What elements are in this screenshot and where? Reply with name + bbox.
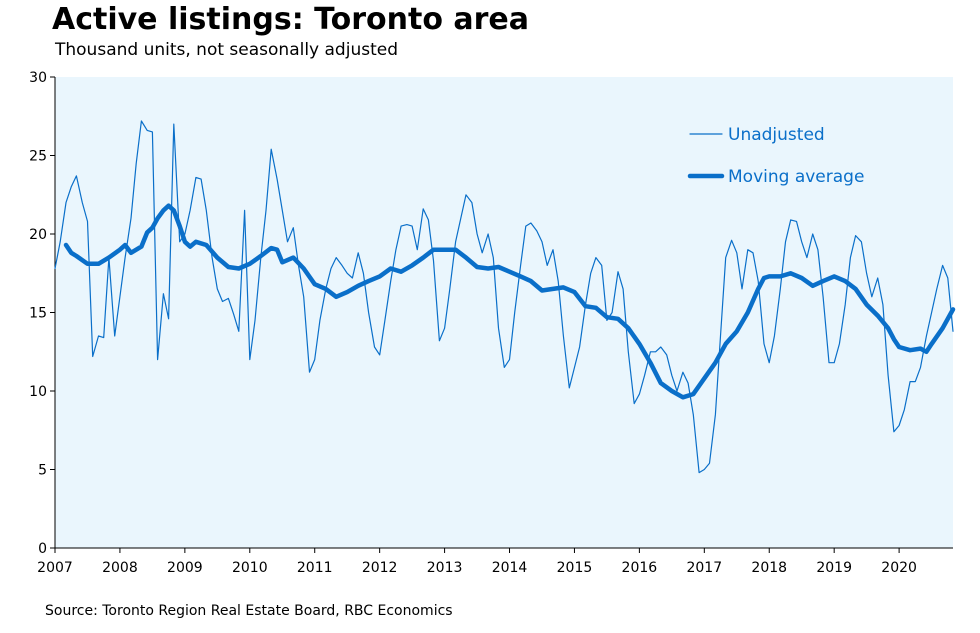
line-chart: 0 5 10 15 20 25 30 2007 2008 2009 2010 2011 2012 201…: [29, 70, 956, 576]
y-tick-label: 0: [38, 541, 47, 557]
x-tick-label: 2011: [297, 560, 333, 576]
y-tick-label: 20: [29, 227, 47, 243]
series-line-unadjusted: [54, 120, 954, 474]
y-tick-label: 15: [29, 306, 47, 322]
x-tick-label: 2016: [622, 560, 658, 576]
y-tick-label: 25: [29, 149, 47, 165]
x-tick-label: 2017: [686, 560, 722, 576]
legend: Unadjusted Moving average: [687, 125, 864, 187]
x-tick-label: 2007: [37, 560, 73, 576]
x-tick-label: 2009: [167, 560, 203, 576]
series-layer: [54, 120, 956, 474]
x-tick-label: 2018: [751, 560, 787, 576]
y-tick-label: 10: [29, 384, 47, 400]
legend-label-moving-average: Moving average: [728, 167, 864, 187]
chart-subtitle: Thousand units, not seasonally adjusted: [55, 40, 398, 60]
series-line-moving-average: [63, 203, 956, 400]
plot-area: [55, 77, 953, 548]
x-tick-label: 2019: [816, 560, 852, 576]
x-tick-label: 2008: [102, 560, 138, 576]
x-tick-label: 2013: [427, 560, 463, 576]
source-note: Source: Toronto Region Real Estate Board…: [45, 603, 453, 619]
y-axis: 0 5 10 15 20 25 30: [29, 70, 56, 557]
x-tick-label: 2014: [492, 560, 528, 576]
x-axis: 2007 2008 2009 2010 2011 2012 2013 2014 2015 2016…: [37, 547, 953, 576]
y-tick-label: 5: [38, 463, 47, 479]
chart-title: Active listings: Toronto area: [52, 2, 530, 37]
y-tick-label: 30: [29, 70, 47, 86]
x-tick-label: 2020: [881, 560, 917, 576]
legend-label-unadjusted: Unadjusted: [728, 125, 825, 145]
x-tick-label: 2010: [232, 560, 268, 576]
x-tick-label: 2012: [362, 560, 398, 576]
x-tick-label: 2015: [557, 560, 593, 576]
